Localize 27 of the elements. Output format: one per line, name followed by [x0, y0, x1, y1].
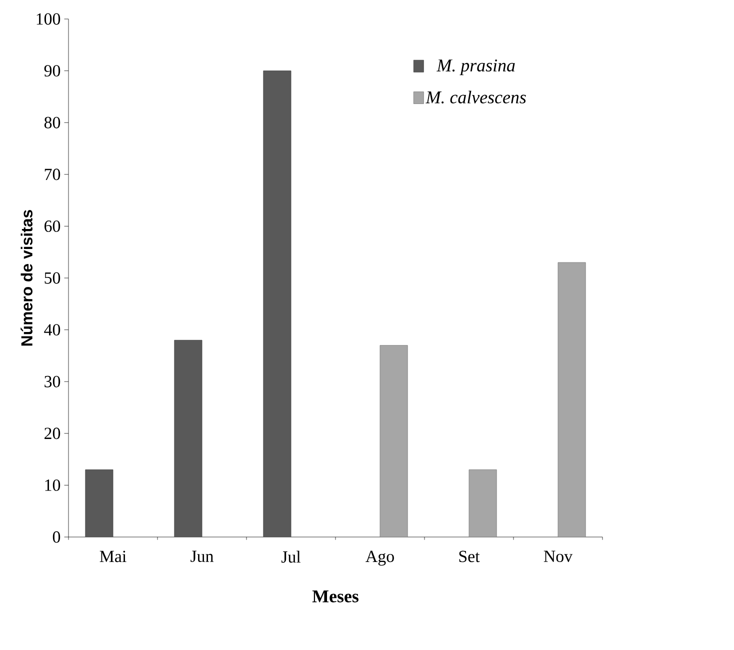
legend-label: M. calvescens [426, 90, 526, 104]
y-tick-label: 90 [44, 65, 60, 77]
x-tick-label: Nov [544, 550, 573, 562]
y-tick-label: 60 [44, 220, 60, 232]
y-tick-label: 70 [44, 168, 60, 180]
bar [263, 70, 292, 537]
x-tick-label: Mai [100, 550, 126, 562]
y-axis-title: Número de visitas [20, 210, 32, 346]
x-tick-label: Jun [190, 550, 214, 562]
bar [558, 262, 586, 537]
x-tick-label: Jul [281, 550, 301, 563]
y-tick-label: 30 [44, 376, 60, 388]
bar [380, 345, 408, 537]
x-tick-label: Ago [366, 550, 394, 566]
y-tick-label: 50 [44, 272, 60, 284]
bar [468, 469, 497, 537]
bar [174, 340, 202, 537]
y-tick-label: 20 [44, 428, 60, 440]
y-tick-label: 0 [52, 531, 60, 543]
y-tick-label: 40 [44, 324, 60, 336]
y-tick-label: 100 [36, 13, 60, 25]
bar [85, 469, 114, 537]
x-axis-title: Meses [312, 590, 358, 602]
y-tick-label: 80 [44, 116, 60, 128]
x-tick-label: Set [459, 550, 480, 562]
y-tick-label: 10 [45, 479, 60, 491]
legend-label: M. prasina [436, 59, 515, 76]
